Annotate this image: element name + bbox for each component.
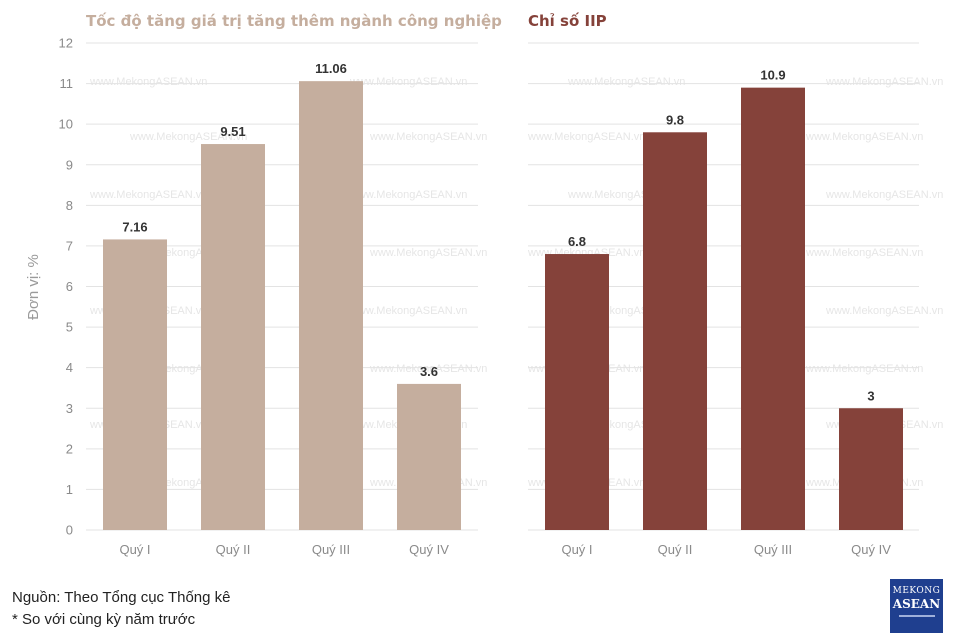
watermark-text: www.MekongASEAN.vn <box>567 76 685 88</box>
bar-value-label: 6.8 <box>568 234 586 249</box>
y-tick-label: 3 <box>66 401 73 416</box>
bar-iip-4 <box>839 408 903 530</box>
x-tick-label: Quý IV <box>409 542 449 557</box>
bar-industry-4 <box>397 383 461 530</box>
watermark-text: www.MekongASEAN.vn <box>129 131 247 143</box>
y-tick-label: 9 <box>66 157 73 172</box>
source-note: Nguồn: Theo Tổng cục Thống kê <box>12 589 231 606</box>
watermark-text: www.MekongASEAN.vn <box>89 76 207 88</box>
watermark-text: www.MekongASEAN.vn <box>89 189 207 201</box>
bar-industry-1 <box>103 239 167 530</box>
bar-industry-2 <box>201 144 265 531</box>
watermark-text: www.MekongASEAN.vn <box>527 131 645 143</box>
bar-value-label: 3 <box>867 388 874 403</box>
watermark-text: www.MekongASEAN.vn <box>369 131 487 143</box>
chart-title-iip: Chỉ số IIP <box>528 11 607 30</box>
y-axis-label: Đơn vị: % <box>25 254 42 320</box>
y-tick-label: 8 <box>66 198 73 213</box>
bar-value-label: 9.8 <box>666 112 684 127</box>
bar-industry-3 <box>299 81 363 531</box>
chart-panel-iip: Chỉ số IIP 6.8 Quý I 9.8 Quý II 10.9 Quý III 3… <box>528 11 919 557</box>
bar-value-label: 9.51 <box>220 124 245 139</box>
y-tick-label: 6 <box>66 279 73 294</box>
watermark-text: www.MekongASEAN.vn <box>805 363 923 375</box>
watermark-text: www.MekongASEAN.vn <box>349 76 467 88</box>
bar-iip-2 <box>643 132 707 531</box>
bar-value-label: 3.6 <box>420 364 438 379</box>
x-tick-label: Quý III <box>312 542 350 557</box>
x-tick-label: Quý IV <box>851 542 891 557</box>
watermark-text: www.MekongASEAN.vn <box>349 189 467 201</box>
logo-rule <box>898 615 935 617</box>
logo-line-2: ASEAN <box>892 597 941 611</box>
y-tick-label: 12 <box>59 36 73 51</box>
watermark-text: www.MekongASEAN.vn <box>825 189 943 201</box>
watermark-text: www.MekongASEAN.vn <box>369 363 487 375</box>
y-tick-label: 0 <box>66 523 73 538</box>
x-tick-label: Quý III <box>754 542 792 557</box>
bar-value-label: 7.16 <box>122 219 147 234</box>
x-tick-label: Quý II <box>658 542 693 557</box>
chart-title-industry-growth: Tốc độ tăng giá trị tăng thêm ngành công… <box>86 11 502 30</box>
y-tick-label: 2 <box>66 441 73 456</box>
x-tick-label: Quý I <box>561 542 592 557</box>
y-tick-label: 5 <box>66 320 73 335</box>
x-tick-label: Quý II <box>216 542 251 557</box>
y-tick-label: 4 <box>66 360 73 375</box>
y-tick-label: 11 <box>60 76 74 91</box>
x-tick-label: Quý I <box>119 542 150 557</box>
logo-line-1: MEKONG <box>892 586 941 596</box>
watermark-text: www.MekongASEAN.vn <box>825 305 943 317</box>
watermark-text: www.MekongASEAN.vn <box>825 76 943 88</box>
watermark-text: www.MekongASEAN.vn <box>805 131 923 143</box>
mekong-asean-logo: MEKONG ASEAN <box>890 579 943 633</box>
footnote: * So với cùng kỳ năm trước <box>12 611 196 628</box>
watermark-text: www.MekongASEAN.vn <box>805 247 923 259</box>
watermark-text: www.MekongASEAN.vn <box>369 247 487 259</box>
watermark-text: www.MekongASEAN.vn <box>349 305 467 317</box>
bar-value-label: 11.06 <box>315 61 347 76</box>
bar-value-label: 10.9 <box>760 68 785 83</box>
y-tick-label: 1 <box>66 482 73 497</box>
bar-iip-1 <box>545 254 609 531</box>
bar-iip-3 <box>741 87 805 531</box>
chart-panel-industry-growth: Tốc độ tăng giá trị tăng thêm ngành công… <box>25 11 502 557</box>
y-tick-label: 10 <box>59 117 73 132</box>
y-tick-label: 7 <box>66 238 73 253</box>
